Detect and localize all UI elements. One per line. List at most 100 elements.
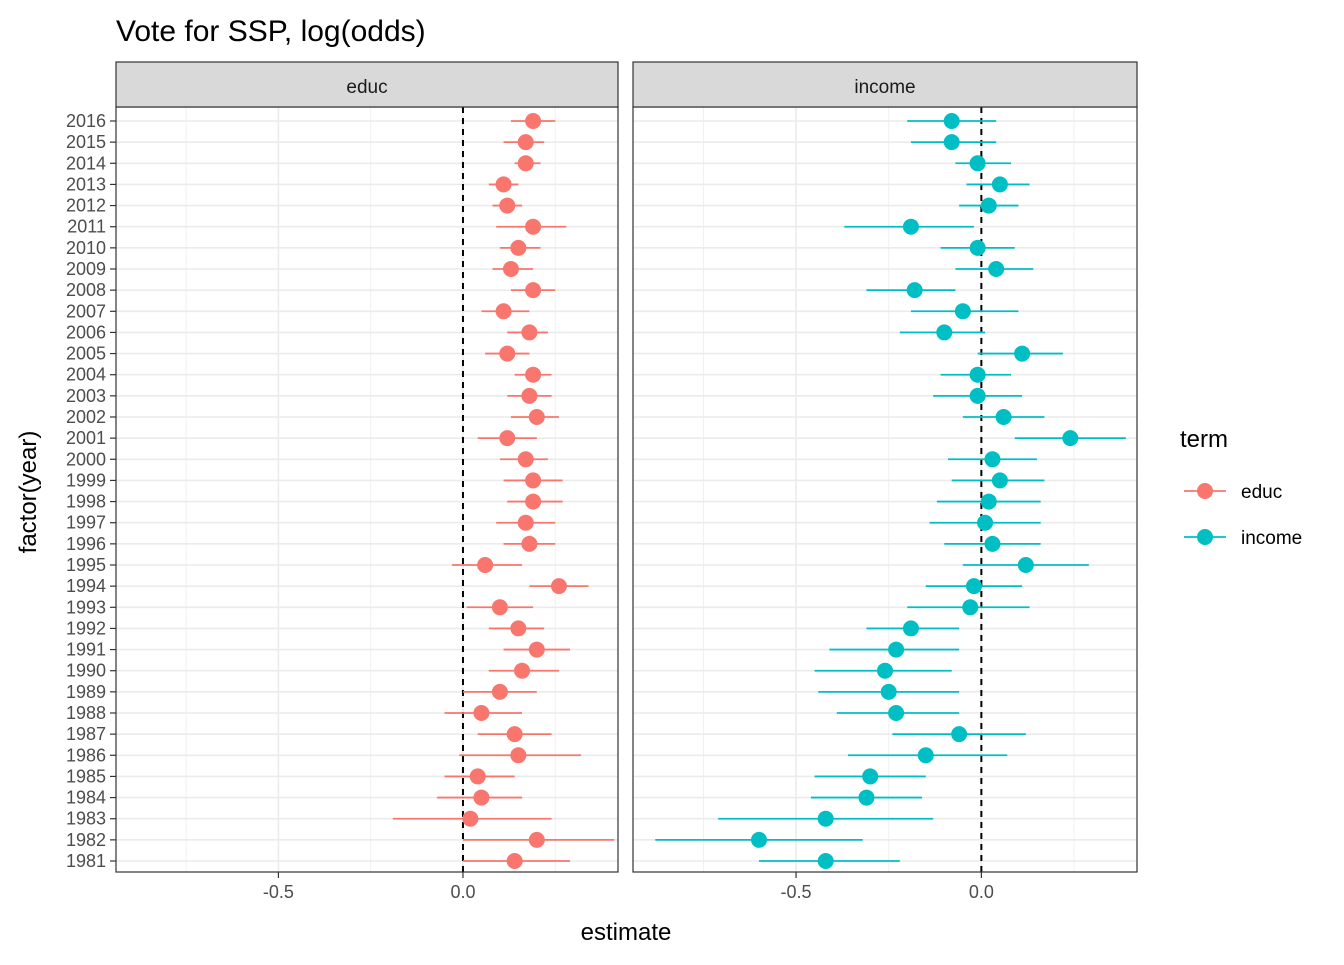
point-educ-1989: [491, 683, 508, 700]
point-educ-1997: [517, 514, 534, 531]
y-tick-label-1991: 1991: [66, 640, 106, 660]
point-educ-1995: [477, 557, 494, 573]
point-income-2003: [969, 387, 986, 404]
point-educ-1983: [462, 810, 479, 827]
x-tick-label: 0.0: [969, 882, 994, 902]
legend: term educ income: [1180, 426, 1302, 549]
y-tick-label-2016: 2016: [66, 111, 106, 131]
y-tick-label-2008: 2008: [66, 280, 106, 300]
facet-strip: [632, 61, 1138, 108]
point-educ-1985: [469, 768, 486, 785]
y-tick-label-2015: 2015: [66, 132, 106, 152]
point-income-1983: [817, 810, 834, 827]
point-income-1993: [962, 599, 979, 616]
point-educ-2016: [525, 113, 542, 129]
y-tick-label-2000: 2000: [66, 449, 106, 469]
y-tick-label-1998: 1998: [66, 492, 106, 512]
point-educ-2006: [521, 324, 538, 341]
point-income-1987: [951, 726, 968, 743]
x-axis-title: estimate: [581, 919, 672, 946]
y-tick-label-1983: 1983: [66, 809, 106, 829]
point-income-1995: [1017, 557, 1034, 573]
point-income-2001: [1062, 430, 1079, 447]
point-educ-2015: [517, 134, 534, 151]
point-income-1998: [980, 493, 997, 510]
point-income-1999: [991, 472, 1008, 489]
y-tick-label-2009: 2009: [66, 259, 106, 279]
point-income-1981: [817, 853, 834, 869]
y-tick-label-1999: 1999: [66, 470, 106, 490]
legend-key-point-income: [1197, 529, 1213, 545]
x-tick-label: -0.5: [263, 882, 294, 902]
y-tick-label-2003: 2003: [66, 386, 106, 406]
point-educ-2008: [525, 282, 542, 299]
point-educ-1993: [491, 599, 508, 616]
chart-title: Vote for SSP, log(odds): [116, 15, 426, 48]
point-income-2016: [943, 113, 960, 129]
point-income-1991: [888, 641, 905, 658]
panel-educ: educ -0.5 0.0: [115, 61, 619, 902]
y-tick-label-2012: 2012: [66, 196, 106, 216]
point-educ-2009: [502, 261, 519, 277]
point-income-1994: [965, 578, 982, 595]
y-tick-label-1987: 1987: [66, 724, 106, 744]
y-tick-label-1994: 1994: [66, 576, 106, 596]
point-educ-1996: [521, 535, 538, 552]
point-income-2002: [995, 409, 1012, 425]
facet-strip-label: income: [854, 77, 915, 98]
point-educ-1987: [506, 726, 523, 743]
point-income-1992: [902, 620, 919, 637]
point-income-1986: [917, 747, 934, 764]
point-income-1985: [862, 768, 879, 785]
legend-label-educ: educ: [1241, 482, 1282, 503]
point-educ-2000: [517, 451, 534, 468]
y-tick-label-1984: 1984: [66, 788, 106, 808]
point-income-2009: [988, 261, 1005, 277]
y-tick-label-2001: 2001: [66, 428, 106, 448]
y-tick-label-1989: 1989: [66, 682, 106, 702]
point-educ-2014: [517, 155, 534, 172]
point-income-2008: [906, 282, 923, 299]
point-income-2011: [902, 218, 919, 235]
y-tick-label-2004: 2004: [66, 365, 106, 385]
y-tick-label-2013: 2013: [66, 174, 106, 194]
point-educ-2013: [495, 176, 512, 193]
point-educ-2012: [499, 197, 516, 214]
point-educ-1986: [510, 747, 527, 764]
x-tick-label: 0.0: [450, 882, 475, 902]
y-tick-label-2006: 2006: [66, 322, 106, 342]
point-income-1982: [751, 831, 767, 848]
point-income-1990: [877, 662, 893, 679]
y-axis: 1981198219831984198519861987198819891990…: [66, 111, 116, 871]
legend-label-income: income: [1241, 528, 1302, 549]
y-tick-label-2011: 2011: [67, 217, 106, 237]
point-educ-1981: [506, 853, 523, 869]
point-income-1988: [888, 705, 905, 721]
point-income-2006: [936, 324, 953, 341]
y-tick-label-1990: 1990: [66, 661, 106, 681]
y-tick-label-1995: 1995: [66, 555, 106, 575]
y-tick-label-2002: 2002: [66, 407, 106, 427]
y-tick-label-1988: 1988: [66, 703, 106, 723]
point-educ-2002: [528, 409, 545, 425]
y-tick-label-1982: 1982: [66, 830, 106, 850]
panel-background: [116, 107, 618, 872]
point-educ-2010: [510, 239, 527, 256]
point-income-1984: [858, 789, 875, 806]
point-educ-1991: [528, 641, 545, 658]
point-educ-2001: [499, 430, 516, 447]
point-educ-2004: [525, 366, 542, 383]
y-axis-title: factor(year): [15, 431, 42, 554]
y-tick-label-1992: 1992: [66, 618, 106, 638]
point-educ-2005: [499, 345, 516, 362]
y-tick-label-2010: 2010: [66, 238, 106, 258]
panel-background: [633, 107, 1137, 872]
point-educ-1988: [473, 705, 490, 721]
panel-income: income -0.5 0.0: [632, 61, 1138, 902]
legend-title: term: [1180, 426, 1228, 453]
y-tick-label-1981: 1981: [66, 851, 106, 871]
point-income-2000: [984, 451, 1001, 468]
legend-key-point-educ: [1197, 483, 1213, 499]
point-income-2005: [1014, 345, 1031, 362]
point-educ-2003: [521, 387, 538, 404]
